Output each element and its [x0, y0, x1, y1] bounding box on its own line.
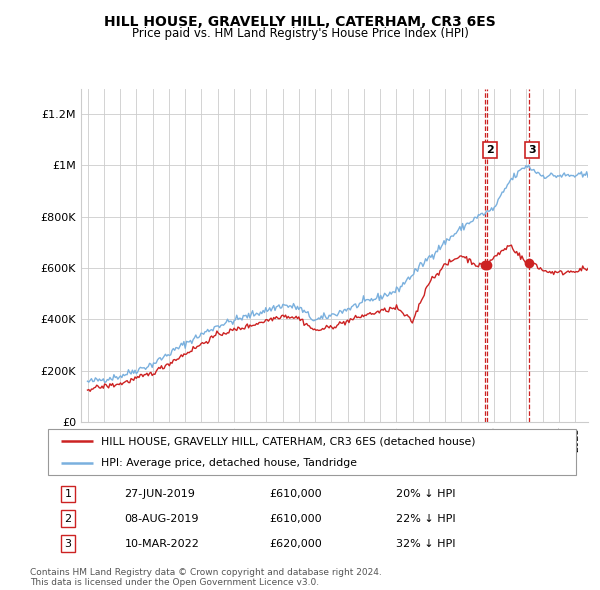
Text: HILL HOUSE, GRAVELLY HILL, CATERHAM, CR3 6ES (detached house): HILL HOUSE, GRAVELLY HILL, CATERHAM, CR3…: [101, 437, 475, 447]
Text: 27-JUN-2019: 27-JUN-2019: [125, 489, 196, 499]
Text: 3: 3: [528, 145, 536, 155]
Text: Contains HM Land Registry data © Crown copyright and database right 2024.
This d: Contains HM Land Registry data © Crown c…: [30, 568, 382, 587]
Text: 20% ↓ HPI: 20% ↓ HPI: [397, 489, 456, 499]
Text: 32% ↓ HPI: 32% ↓ HPI: [397, 539, 456, 549]
Text: HPI: Average price, detached house, Tandridge: HPI: Average price, detached house, Tand…: [101, 458, 357, 468]
Text: £610,000: £610,000: [270, 514, 322, 523]
FancyBboxPatch shape: [48, 429, 576, 475]
Text: 1: 1: [65, 489, 71, 499]
Text: £620,000: £620,000: [270, 539, 323, 549]
Text: Price paid vs. HM Land Registry's House Price Index (HPI): Price paid vs. HM Land Registry's House …: [131, 27, 469, 40]
Text: £610,000: £610,000: [270, 489, 322, 499]
Text: HILL HOUSE, GRAVELLY HILL, CATERHAM, CR3 6ES: HILL HOUSE, GRAVELLY HILL, CATERHAM, CR3…: [104, 15, 496, 29]
Text: 22% ↓ HPI: 22% ↓ HPI: [397, 514, 456, 523]
Text: 3: 3: [65, 539, 71, 549]
Text: 2: 2: [486, 145, 494, 155]
Text: 2: 2: [65, 514, 71, 523]
Text: 10-MAR-2022: 10-MAR-2022: [125, 539, 199, 549]
Text: 08-AUG-2019: 08-AUG-2019: [125, 514, 199, 523]
